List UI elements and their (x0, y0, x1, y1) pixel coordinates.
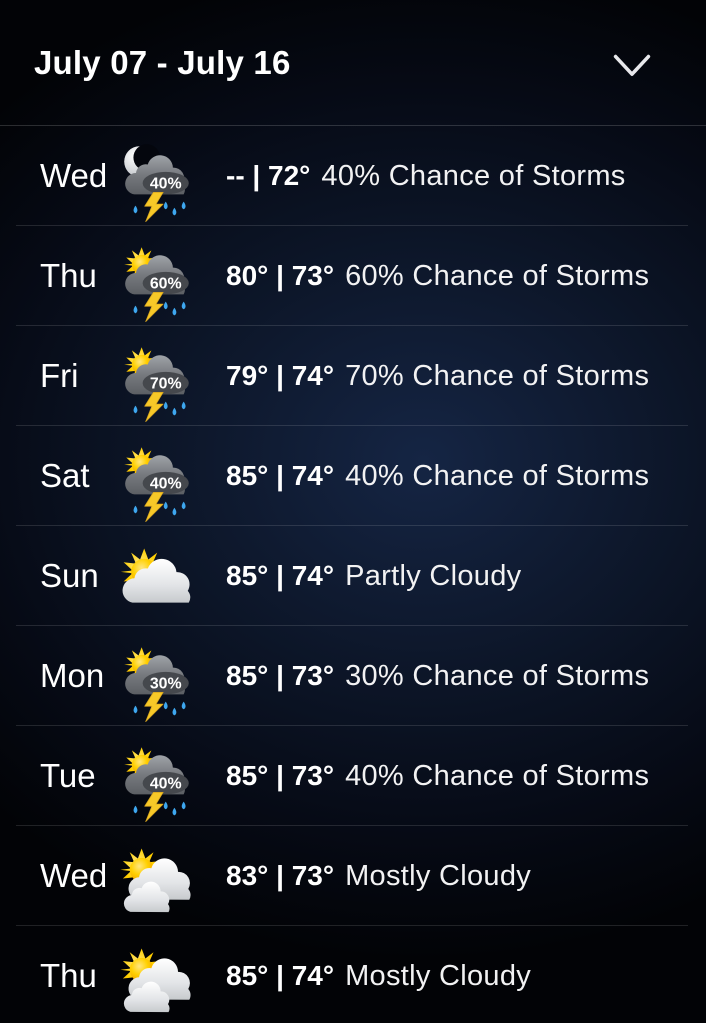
svg-text:40%: 40% (150, 475, 182, 492)
svg-text:40%: 40% (150, 775, 182, 792)
svg-text:30%: 30% (150, 675, 182, 692)
svg-text:70%: 70% (150, 375, 182, 392)
svg-text:40%: 40% (150, 175, 182, 192)
svg-text:60%: 60% (150, 275, 182, 292)
